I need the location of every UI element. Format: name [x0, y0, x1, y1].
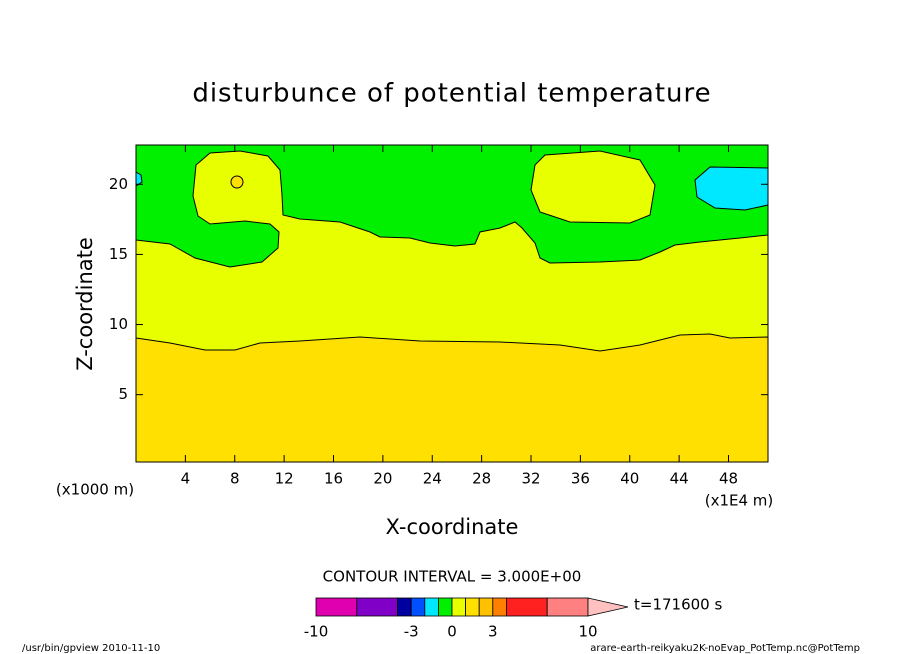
time-label: t=171600 s	[634, 596, 722, 614]
contour-region	[530, 150, 656, 224]
colorbar-extension	[587, 597, 629, 617]
footer-left: /usr/bin/gpview 2010-11-10	[22, 643, 160, 654]
colorbar-tick-label: -3	[404, 623, 419, 641]
contour-region	[230, 175, 244, 189]
colorbar-box	[397, 597, 412, 617]
colorbar-box	[465, 597, 480, 617]
x-tick-label: 12	[275, 470, 294, 488]
contour-region	[694, 166, 769, 211]
x-tick-label: 24	[423, 470, 442, 488]
x-tick-label: 44	[670, 470, 689, 488]
y-axis-title: Z-coordinate	[73, 237, 97, 371]
x-tick-label: 32	[521, 470, 540, 488]
colorbar-box	[478, 597, 494, 617]
chart-title: disturbunce of potential temperature	[192, 79, 711, 109]
y-tick-label: 10	[109, 315, 128, 333]
contour-interval: CONTOUR INTERVAL = 3.000E+00	[323, 568, 582, 586]
colorbar-box	[451, 597, 467, 617]
x-tick-label: 28	[472, 470, 491, 488]
colorbar-box	[546, 597, 589, 617]
colorbar-tick-label: 3	[488, 623, 498, 641]
colorbar-box	[492, 597, 507, 617]
x-tick-label: 4	[181, 470, 191, 488]
colorbar-tick-label: -10	[304, 623, 329, 641]
colorbar-box	[505, 597, 548, 617]
x-tick-label: 36	[571, 470, 590, 488]
colorbar-box	[437, 597, 453, 617]
colorbar-box	[410, 597, 426, 617]
contour-region	[135, 333, 769, 463]
plot-area	[135, 144, 769, 463]
y-tick-label: 5	[118, 385, 128, 403]
colorbar-box	[424, 597, 439, 617]
colorbar-box	[356, 597, 398, 617]
x-tick-label: 40	[620, 470, 639, 488]
footer-right: arare-earth-reikyaku2K-noEvap_PotTemp.nc…	[590, 643, 860, 654]
x-tick-label: 8	[230, 470, 240, 488]
colorbar-box	[315, 597, 358, 617]
x-tick-label: 20	[373, 470, 392, 488]
x-unit-label: (x1000 m)	[56, 481, 134, 499]
colorbar-tick-label: 0	[447, 623, 457, 641]
y-tick-label: 15	[109, 245, 128, 263]
colorbar-tick-label: 10	[578, 623, 597, 641]
plot-frame	[135, 144, 769, 463]
x-tick-label: 48	[719, 470, 738, 488]
x-tick-label: 16	[324, 470, 343, 488]
x-axis-title: X-coordinate	[386, 515, 519, 539]
y-tick-label: 20	[109, 175, 128, 193]
x-unit-label: (x1E4 m)	[705, 492, 774, 510]
